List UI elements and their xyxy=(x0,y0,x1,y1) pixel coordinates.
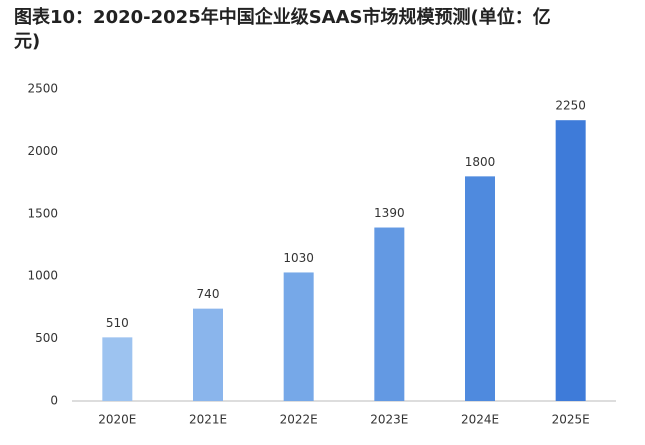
value-label: 740 xyxy=(197,287,220,301)
value-label: 1390 xyxy=(374,206,405,220)
value-label: 1030 xyxy=(283,251,314,265)
x-tick-label: 2020E xyxy=(98,413,136,427)
y-tick-label: 1000 xyxy=(27,269,58,283)
x-tick-label: 2023E xyxy=(370,413,408,427)
x-tick-label: 2022E xyxy=(280,413,318,427)
x-tick-label: 2021E xyxy=(189,413,227,427)
x-tick-label: 2024E xyxy=(461,413,499,427)
bar xyxy=(102,337,133,401)
value-label: 2250 xyxy=(555,99,586,113)
bar xyxy=(374,227,405,401)
value-label: 1800 xyxy=(465,155,496,169)
bar xyxy=(283,272,314,401)
bar xyxy=(193,308,223,401)
y-tick-label: 0 xyxy=(50,394,58,408)
y-tick-label: 2000 xyxy=(27,144,58,158)
value-label: 510 xyxy=(106,316,129,330)
y-tick-label: 2500 xyxy=(27,82,58,96)
chart-title: 图表10：2020-2025年中国企业级SAAS市场规模预测(单位：亿元) xyxy=(14,7,551,52)
bar xyxy=(465,176,495,401)
y-tick-label: 1500 xyxy=(27,206,58,220)
y-tick-label: 500 xyxy=(35,331,58,345)
x-tick-label: 2025E xyxy=(552,413,590,427)
bar xyxy=(555,120,586,401)
